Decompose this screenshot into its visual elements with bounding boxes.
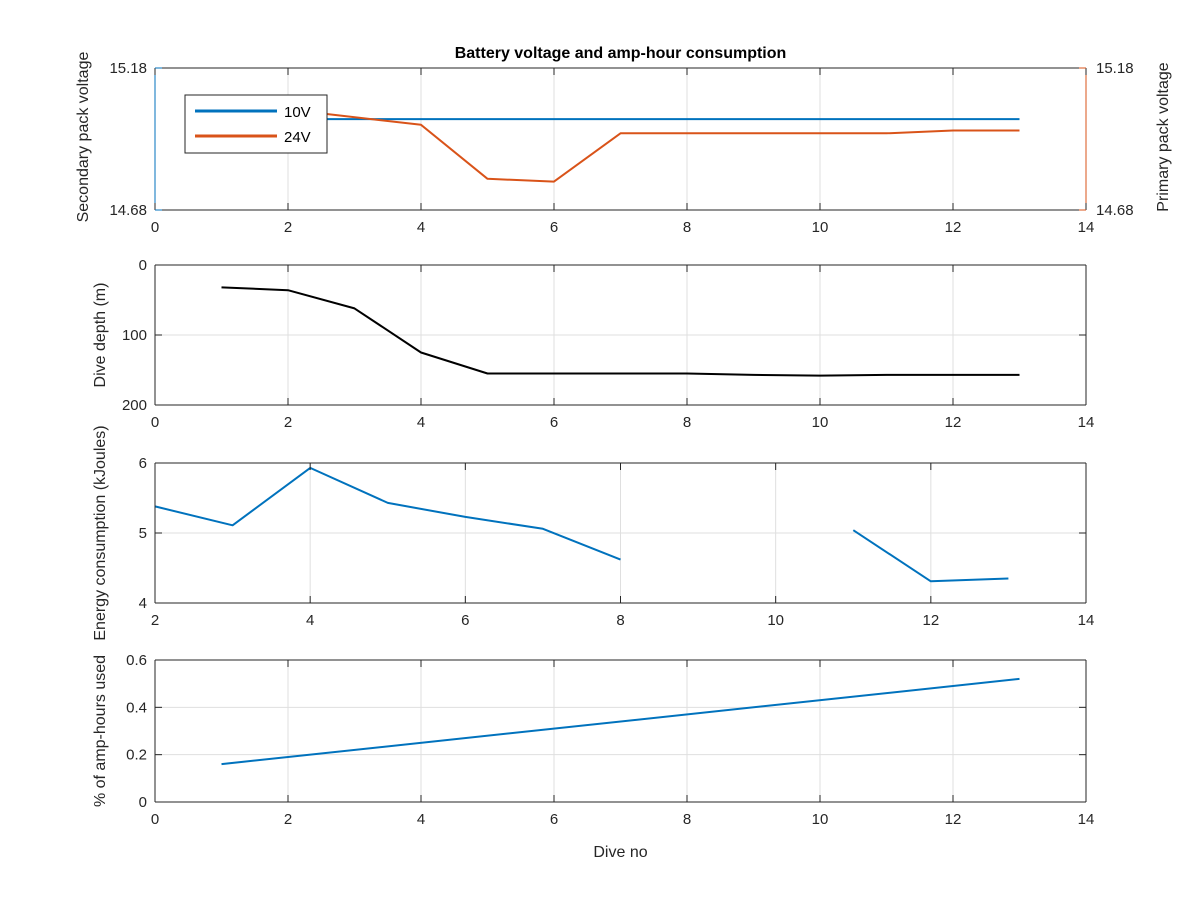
x-tick-label: 2 (151, 612, 159, 629)
y-tick-label: 0.2 (126, 747, 147, 764)
x-tick-label: 8 (683, 414, 691, 431)
x-tick-label: 8 (683, 811, 691, 828)
x-tick-label: 10 (767, 612, 784, 629)
x-tick-label: 0 (151, 219, 159, 236)
panel-2: 0 2 4 6 8 10 12 14 0 100 200 Dive depth (m) (92, 257, 1094, 431)
y-tick-label: 6 (139, 455, 147, 472)
legend-label-24v: 24V (284, 129, 311, 146)
series-line-1-segment-2 (852, 529, 1009, 583)
legend-label-10v: 10V (284, 104, 311, 121)
x-tick-label: 6 (461, 612, 469, 629)
x-tick-label: 2 (284, 811, 292, 828)
x-tick-label: 12 (945, 414, 962, 431)
y-axis-label: Energy consumption (kJoules) (92, 425, 109, 640)
x-axis-label: Dive no (593, 844, 647, 861)
y-tick-label: 0 (139, 794, 147, 811)
x-tick-label: 2 (284, 219, 292, 236)
y-tick-label: 14.68 (109, 202, 147, 219)
y-tick-label-right: 15.18 (1096, 60, 1134, 77)
x-tick-label: 12 (945, 811, 962, 828)
x-tick-label: 4 (417, 414, 425, 431)
chart-title: Battery voltage and amp-hour consumption (455, 45, 787, 62)
series-line-1-segment-1 (154, 466, 621, 561)
x-tick-label: 4 (417, 811, 425, 828)
series-line-1 (221, 677, 1020, 766)
x-tick-label: 4 (306, 612, 314, 629)
legend-box (184, 94, 328, 154)
y-tick-label-right: 14.68 (1096, 202, 1134, 219)
x-tick-label: 10 (812, 811, 829, 828)
x-tick-label: 8 (683, 219, 691, 236)
y-tick-label: 0.4 (126, 699, 147, 716)
x-tick-label: 14 (1078, 414, 1095, 431)
x-tick-label: 12 (922, 612, 939, 629)
panel-4: 0 2 4 6 8 10 12 14 0 0.2 0.4 0.6 % of amp-hours used… (92, 652, 1094, 861)
y-tick-label: 0.6 (126, 652, 147, 669)
x-tick-label: 0 (151, 811, 159, 828)
x-tick-label: 14 (1078, 219, 1095, 236)
x-tick-label: 0 (151, 414, 159, 431)
y-tick-label: 4 (139, 595, 147, 612)
x-tick-label: 2 (284, 414, 292, 431)
y-axis-label: % of amp-hours used (92, 655, 109, 807)
x-tick-label: 14 (1078, 811, 1095, 828)
x-tick-label: 10 (812, 414, 829, 431)
x-tick-label: 12 (945, 219, 962, 236)
x-tick-label: 8 (616, 612, 624, 629)
plot-area (155, 660, 1086, 802)
y-tick-label: 0 (139, 257, 147, 274)
series-line-1 (221, 286, 1020, 377)
series-line-24v (221, 103, 1020, 183)
y-axis-label-right: Primary pack voltage (1155, 62, 1172, 211)
y-tick-label: 200 (122, 397, 147, 414)
x-tick-label: 10 (812, 219, 829, 236)
y-tick-label: 100 (122, 327, 147, 344)
panel-1: 0 2 4 6 8 10 12 1414.6815.1814.6815.18Secondary… (75, 45, 1172, 236)
y-tick-label: 5 (139, 525, 147, 542)
y-axis-label: Dive depth (m) (92, 283, 109, 388)
x-tick-label: 6 (550, 414, 558, 431)
y-tick-label: 15.18 (109, 60, 147, 77)
x-tick-label: 6 (550, 219, 558, 236)
x-tick-label: 14 (1078, 612, 1095, 629)
x-tick-label: 6 (550, 811, 558, 828)
y-axis-label-left: Secondary pack voltage (75, 52, 92, 223)
x-tick-label: 4 (417, 219, 425, 236)
